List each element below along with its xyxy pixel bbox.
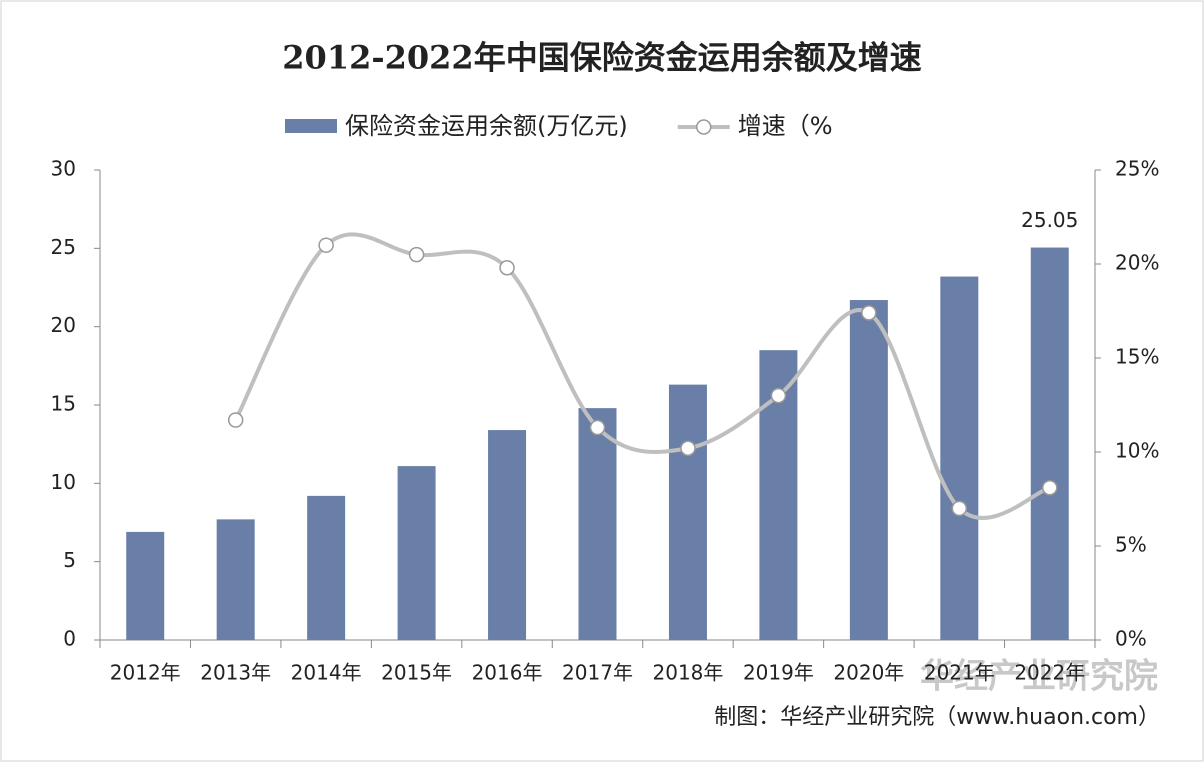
- x-tick-label: 2018年: [653, 661, 724, 685]
- growth-line: [233, 232, 1051, 520]
- point: [589, 419, 606, 436]
- x-tick-label: 2016年: [472, 661, 543, 685]
- point: [680, 440, 696, 456]
- x-tick-label: 2022年: [1014, 661, 1085, 685]
- bar: [1030, 247, 1069, 641]
- x-tick-label: 2013年: [200, 661, 271, 685]
- y-tick-label: 5: [63, 548, 76, 572]
- bar: [307, 495, 346, 640]
- legend-marker: [695, 119, 712, 135]
- point: [408, 246, 425, 263]
- bar: [668, 384, 707, 640]
- watermark: 华经产业研究院: [920, 657, 1158, 697]
- point: [951, 500, 968, 517]
- x-tick-label: 2020年: [833, 661, 904, 685]
- y-tick-label: 30: [51, 157, 76, 181]
- data-label: 25.05: [1021, 208, 1078, 232]
- bar: [940, 276, 979, 640]
- y-tick-label: 15: [51, 392, 76, 416]
- source: 制图：华经产业研究院（www.huaon.com）: [714, 705, 1160, 730]
- point: [1042, 479, 1058, 496]
- point: [861, 305, 877, 321]
- point: [499, 260, 515, 276]
- bar: [578, 408, 617, 640]
- y2-tick-label: 20%: [1115, 251, 1159, 275]
- y2-tick-label: 0%: [1115, 627, 1147, 651]
- y-tick-label: 20: [51, 313, 76, 337]
- y2-tick-label: 5%: [1115, 533, 1147, 557]
- y2-tick-label: 25%: [1115, 157, 1159, 181]
- chart-title: 2012-2022年中国保险资金运用余额及增速: [282, 39, 921, 77]
- y-tick-label: 10: [51, 470, 76, 494]
- y2-tick-label: 10%: [1115, 439, 1159, 463]
- legend-label: 保险资金运用余额(万亿元): [345, 112, 628, 140]
- legend-label: 增速（%: [738, 112, 833, 140]
- bar: [126, 531, 165, 640]
- bar: [397, 466, 436, 640]
- bar: [849, 300, 888, 640]
- bar: [216, 519, 255, 640]
- x-tick-label: 2014年: [291, 661, 362, 685]
- x-tick-label: 2012年: [110, 661, 181, 685]
- legend-swatch: [285, 119, 337, 133]
- x-tick-label: 2017年: [562, 661, 633, 685]
- y2-tick-label: 15%: [1115, 345, 1159, 369]
- bar: [488, 430, 527, 640]
- x-tick-label: 2021年: [924, 661, 995, 685]
- point: [770, 387, 787, 404]
- y-tick-label: 0: [63, 627, 76, 651]
- point: [318, 237, 334, 253]
- x-tick-label: 2019年: [743, 661, 814, 685]
- x-tick-label: 2015年: [381, 661, 452, 685]
- y-tick-label: 25: [51, 235, 76, 259]
- point: [227, 412, 244, 428]
